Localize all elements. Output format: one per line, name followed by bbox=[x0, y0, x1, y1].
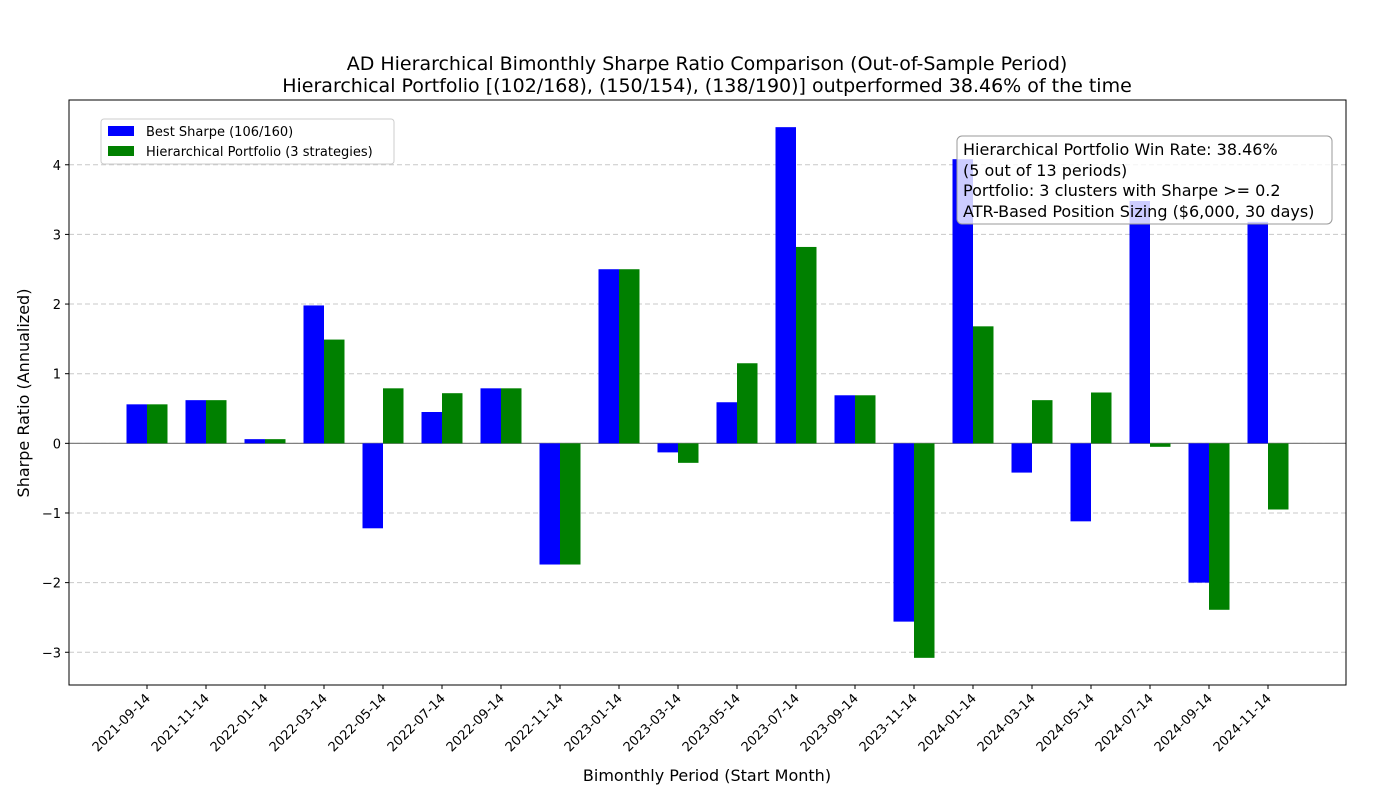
plot-frame bbox=[68, 99, 1347, 686]
y-axis-label: Sharpe Ratio (Annualized) bbox=[14, 289, 33, 498]
bar-hierarchical bbox=[737, 363, 758, 444]
legend-swatch-hierarchical bbox=[108, 146, 134, 156]
bar-hierarchical bbox=[147, 404, 168, 444]
bar-best-sharpe bbox=[893, 443, 914, 622]
bar-best-sharpe bbox=[539, 443, 560, 565]
x-tick-label: 2024-03-14 bbox=[975, 691, 1039, 755]
bar-hierarchical bbox=[796, 246, 817, 444]
bar-hierarchical bbox=[678, 443, 699, 463]
annotation-box bbox=[956, 135, 1333, 225]
gridlines bbox=[69, 164, 1346, 653]
y-tick-label: −1 bbox=[42, 507, 61, 522]
bars bbox=[126, 127, 1289, 658]
x-tick-label: 2023-01-14 bbox=[562, 691, 626, 755]
x-tick-label: 2022-03-14 bbox=[267, 691, 331, 755]
x-axis-ticks: 2021-09-142021-11-142022-01-142022-03-14… bbox=[90, 685, 1275, 755]
bar-best-sharpe bbox=[1247, 221, 1268, 444]
annotation-line-1: Hierarchical Portfolio Win Rate: 38.46% bbox=[963, 140, 1278, 159]
y-tick-label: 2 bbox=[53, 298, 61, 313]
x-axis-label: Bimonthly Period (Start Month) bbox=[583, 766, 831, 785]
x-tick-label: 2024-11-14 bbox=[1211, 691, 1275, 755]
x-tick-label: 2024-05-14 bbox=[1034, 691, 1098, 755]
bar-best-sharpe bbox=[185, 400, 206, 444]
legend-label-hierarchical: Hierarchical Portfolio (3 strategies) bbox=[146, 145, 373, 160]
bar-hierarchical bbox=[973, 326, 994, 444]
annotation-line-2: (5 out of 13 periods) bbox=[963, 161, 1127, 180]
y-tick-label: 0 bbox=[53, 437, 61, 452]
legend-label-best-sharpe: Best Sharpe (106/160) bbox=[146, 125, 293, 140]
y-axis-ticks: −3 −2 −1 0 1 2 3 4 bbox=[42, 159, 69, 661]
bar-best-sharpe bbox=[1188, 443, 1209, 583]
x-tick-label: 2021-09-14 bbox=[90, 691, 154, 755]
y-tick-label: 4 bbox=[53, 159, 61, 174]
bar-hierarchical bbox=[442, 393, 463, 444]
bar-hierarchical bbox=[1209, 443, 1230, 610]
x-tick-label: 2022-05-14 bbox=[326, 691, 390, 755]
y-tick-label: 1 bbox=[53, 368, 61, 383]
x-tick-label: 2022-11-14 bbox=[503, 691, 567, 755]
bar-best-sharpe bbox=[657, 443, 678, 453]
bar-hierarchical bbox=[1268, 443, 1289, 510]
bar-best-sharpe bbox=[716, 402, 737, 444]
bar-hierarchical bbox=[383, 388, 404, 444]
x-tick-label: 2023-09-14 bbox=[798, 691, 862, 755]
bar-best-sharpe bbox=[362, 443, 383, 529]
y-tick-label: 3 bbox=[53, 228, 61, 243]
x-tick-label: 2022-07-14 bbox=[385, 691, 449, 755]
win-rate-annotation: Hierarchical Portfolio Win Rate: 38.46% … bbox=[956, 135, 1333, 225]
bar-hierarchical bbox=[1150, 443, 1171, 447]
bar-best-sharpe bbox=[834, 395, 855, 444]
chart-title: AD Hierarchical Bimonthly Sharpe Ratio C… bbox=[347, 53, 1068, 75]
x-tick-label: 2022-09-14 bbox=[444, 691, 508, 755]
bar-hierarchical bbox=[1032, 400, 1053, 444]
annotation-line-3: Portfolio: 3 clusters with Sharpe >= 0.2 bbox=[963, 181, 1281, 200]
bar-best-sharpe bbox=[1070, 443, 1091, 522]
legend: Best Sharpe (106/160) Hierarchical Portf… bbox=[100, 118, 395, 165]
bar-hierarchical bbox=[1091, 392, 1112, 444]
bar-best-sharpe bbox=[1129, 200, 1150, 444]
bar-hierarchical bbox=[855, 395, 876, 444]
bar-hierarchical bbox=[206, 400, 227, 444]
bar-hierarchical bbox=[265, 439, 286, 444]
legend-swatch-best-sharpe bbox=[108, 126, 134, 136]
bar-best-sharpe bbox=[1011, 443, 1032, 473]
bar-best-sharpe bbox=[244, 439, 265, 444]
x-tick-label: 2023-05-14 bbox=[680, 691, 744, 755]
bar-best-sharpe bbox=[303, 305, 324, 444]
bar-best-sharpe bbox=[480, 388, 501, 444]
bar-best-sharpe bbox=[126, 404, 147, 444]
bar-hierarchical bbox=[914, 443, 935, 658]
bar-best-sharpe bbox=[775, 127, 796, 444]
bar-hierarchical bbox=[501, 388, 522, 444]
annotation-line-4: ATR-Based Position Sizing ($6,000, 30 da… bbox=[963, 202, 1314, 221]
x-tick-label: 2023-11-14 bbox=[857, 691, 921, 755]
bar-best-sharpe bbox=[421, 412, 442, 444]
x-tick-label: 2023-03-14 bbox=[621, 691, 685, 755]
bar-hierarchical bbox=[324, 339, 345, 444]
y-tick-label: −3 bbox=[42, 646, 61, 661]
x-tick-label: 2022-01-14 bbox=[208, 691, 272, 755]
bar-best-sharpe bbox=[952, 159, 973, 444]
chart-subtitle: Hierarchical Portfolio [(102/168), (150/… bbox=[282, 75, 1132, 97]
bar-hierarchical bbox=[619, 269, 640, 444]
x-tick-label: 2021-11-14 bbox=[149, 691, 213, 755]
x-tick-label: 2024-09-14 bbox=[1152, 691, 1216, 755]
y-tick-label: −2 bbox=[42, 577, 61, 592]
legend-frame bbox=[100, 118, 395, 165]
bar-hierarchical bbox=[560, 443, 581, 565]
x-tick-label: 2024-01-14 bbox=[916, 691, 980, 755]
x-tick-label: 2024-07-14 bbox=[1093, 691, 1157, 755]
x-tick-label: 2023-07-14 bbox=[739, 691, 803, 755]
bar-best-sharpe bbox=[598, 269, 619, 444]
